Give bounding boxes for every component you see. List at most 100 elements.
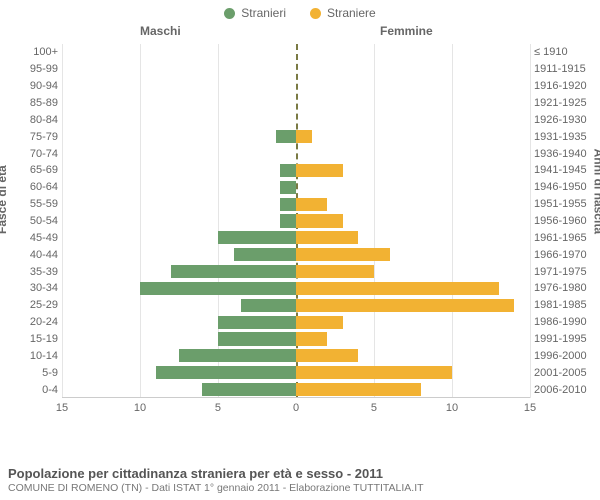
birth-label: ≤ 1910 bbox=[534, 46, 594, 58]
age-label: 45-49 bbox=[20, 232, 58, 244]
birth-label: 2006-2010 bbox=[534, 384, 594, 396]
birth-label: 1966-1970 bbox=[534, 249, 594, 261]
bar-row: 75-791931-1935 bbox=[62, 128, 530, 145]
bar-male bbox=[171, 265, 296, 278]
age-label: 35-39 bbox=[20, 266, 58, 278]
bar-male bbox=[179, 349, 296, 362]
age-label: 60-64 bbox=[20, 181, 58, 193]
bar-female bbox=[296, 214, 343, 227]
bar-male bbox=[280, 214, 296, 227]
bar-row: 55-591951-1955 bbox=[62, 196, 530, 213]
x-tick: 5 bbox=[215, 402, 221, 414]
x-axis: 15105051015 bbox=[62, 402, 530, 416]
birth-label: 1921-1925 bbox=[534, 97, 594, 109]
bar-male bbox=[280, 164, 296, 177]
birth-label: 1946-1950 bbox=[534, 181, 594, 193]
x-tick: 0 bbox=[293, 402, 299, 414]
bar-female bbox=[296, 299, 514, 312]
bar-row: 5-92001-2005 bbox=[62, 364, 530, 381]
birth-label: 1926-1930 bbox=[534, 114, 594, 126]
bar-female bbox=[296, 265, 374, 278]
bar-female bbox=[296, 282, 499, 295]
bar-row: 35-391971-1975 bbox=[62, 263, 530, 280]
bar-male bbox=[218, 332, 296, 345]
age-label: 90-94 bbox=[20, 80, 58, 92]
birth-label: 1991-1995 bbox=[534, 333, 594, 345]
bar-row: 20-241986-1990 bbox=[62, 314, 530, 331]
bar-row: 100+≤ 1910 bbox=[62, 44, 530, 61]
bar-row: 85-891921-1925 bbox=[62, 95, 530, 112]
bar-row: 65-691941-1945 bbox=[62, 162, 530, 179]
chart-area: Fasce di età Anni di nascita 100+≤ 19109… bbox=[0, 44, 600, 424]
birth-label: 1916-1920 bbox=[534, 80, 594, 92]
age-label: 30-34 bbox=[20, 282, 58, 294]
bar-female bbox=[296, 366, 452, 379]
age-label: 50-54 bbox=[20, 215, 58, 227]
x-tick: 10 bbox=[446, 402, 458, 414]
age-label: 55-59 bbox=[20, 198, 58, 210]
x-tick: 10 bbox=[134, 402, 146, 414]
birth-label: 1961-1965 bbox=[534, 232, 594, 244]
bar-female bbox=[296, 332, 327, 345]
age-label: 100+ bbox=[20, 46, 58, 58]
bar-male bbox=[280, 181, 296, 194]
bar-female bbox=[296, 164, 343, 177]
bar-row: 60-641946-1950 bbox=[62, 179, 530, 196]
bar-row: 90-941916-1920 bbox=[62, 78, 530, 95]
age-label: 15-19 bbox=[20, 333, 58, 345]
birth-label: 1981-1985 bbox=[534, 299, 594, 311]
age-label: 0-4 bbox=[20, 384, 58, 396]
bar-male bbox=[140, 282, 296, 295]
bar-female bbox=[296, 198, 327, 211]
birth-label: 1976-1980 bbox=[534, 282, 594, 294]
bar-rows: 100+≤ 191095-991911-191590-941916-192085… bbox=[62, 44, 530, 398]
age-label: 85-89 bbox=[20, 97, 58, 109]
legend-label-male: Stranieri bbox=[241, 6, 286, 20]
legend-item-male: Stranieri bbox=[224, 6, 286, 20]
age-label: 40-44 bbox=[20, 249, 58, 261]
header-male: Maschi bbox=[140, 24, 181, 38]
birth-label: 1996-2000 bbox=[534, 350, 594, 362]
bar-male bbox=[156, 366, 296, 379]
bar-row: 10-141996-2000 bbox=[62, 347, 530, 364]
caption-sub: COMUNE DI ROMENO (TN) - Dati ISTAT 1° ge… bbox=[8, 482, 592, 494]
bar-male bbox=[234, 248, 296, 261]
bar-male bbox=[202, 383, 296, 396]
birth-label: 2001-2005 bbox=[534, 367, 594, 379]
bar-female bbox=[296, 130, 312, 143]
caption: Popolazione per cittadinanza straniera p… bbox=[8, 466, 592, 494]
caption-title: Popolazione per cittadinanza straniera p… bbox=[8, 466, 592, 481]
bar-male bbox=[218, 316, 296, 329]
birth-label: 1951-1955 bbox=[534, 198, 594, 210]
x-tick: 5 bbox=[371, 402, 377, 414]
bar-row: 80-841926-1930 bbox=[62, 111, 530, 128]
age-label: 5-9 bbox=[20, 367, 58, 379]
birth-label: 1911-1915 bbox=[534, 63, 594, 75]
x-baseline bbox=[62, 397, 530, 398]
bar-female bbox=[296, 231, 358, 244]
bar-female bbox=[296, 383, 421, 396]
legend-label-female: Straniere bbox=[327, 6, 376, 20]
birth-label: 1941-1945 bbox=[534, 164, 594, 176]
legend-swatch-male bbox=[224, 8, 235, 19]
birth-label: 1931-1935 bbox=[534, 131, 594, 143]
legend-item-female: Straniere bbox=[310, 6, 376, 20]
bar-row: 50-541956-1960 bbox=[62, 213, 530, 230]
x-tick: 15 bbox=[56, 402, 68, 414]
bar-male bbox=[241, 299, 296, 312]
y-axis-title-left: Fasce di età bbox=[0, 165, 9, 234]
bar-row: 70-741936-1940 bbox=[62, 145, 530, 162]
bar-row: 45-491961-1965 bbox=[62, 229, 530, 246]
grid-line bbox=[530, 44, 531, 398]
age-label: 25-29 bbox=[20, 299, 58, 311]
bar-male bbox=[280, 198, 296, 211]
birth-label: 1971-1975 bbox=[534, 266, 594, 278]
bar-female bbox=[296, 248, 390, 261]
bar-row: 25-291981-1985 bbox=[62, 297, 530, 314]
bar-row: 0-42006-2010 bbox=[62, 381, 530, 398]
birth-label: 1956-1960 bbox=[534, 215, 594, 227]
header-female: Femmine bbox=[380, 24, 433, 38]
bar-row: 95-991911-1915 bbox=[62, 61, 530, 78]
age-label: 95-99 bbox=[20, 63, 58, 75]
bar-row: 40-441966-1970 bbox=[62, 246, 530, 263]
